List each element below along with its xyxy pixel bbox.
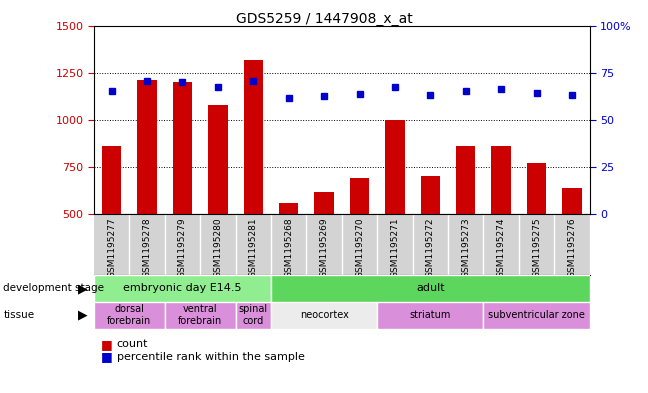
Bar: [491, 146, 511, 309]
Text: GSM1195275: GSM1195275: [532, 217, 541, 278]
Bar: [421, 176, 440, 309]
Bar: [94, 275, 271, 302]
Text: ventral
forebrain: ventral forebrain: [178, 305, 222, 326]
Bar: [236, 302, 271, 329]
Text: count: count: [117, 339, 148, 349]
Bar: [314, 191, 334, 309]
Text: ▶: ▶: [78, 282, 87, 295]
Bar: [562, 188, 582, 309]
Text: GSM1195270: GSM1195270: [355, 217, 364, 278]
Text: dorsal
forebrain: dorsal forebrain: [107, 305, 152, 326]
Text: GSM1195273: GSM1195273: [461, 217, 470, 278]
Bar: [137, 80, 157, 309]
Text: GSM1195278: GSM1195278: [143, 217, 152, 278]
Text: GSM1195279: GSM1195279: [178, 217, 187, 278]
Text: percentile rank within the sample: percentile rank within the sample: [117, 352, 305, 362]
Bar: [244, 59, 263, 309]
Bar: [271, 302, 377, 329]
Text: ■: ■: [100, 350, 112, 364]
Text: spinal
cord: spinal cord: [238, 305, 268, 326]
Text: ■: ■: [100, 338, 112, 351]
Text: embryonic day E14.5: embryonic day E14.5: [123, 283, 242, 294]
Bar: [385, 120, 404, 309]
Bar: [102, 146, 121, 309]
Bar: [94, 302, 165, 329]
Text: GSM1195274: GSM1195274: [496, 217, 505, 278]
Text: GSM1195281: GSM1195281: [249, 217, 258, 278]
Text: GSM1195271: GSM1195271: [391, 217, 399, 278]
Bar: [377, 302, 483, 329]
Bar: [271, 275, 590, 302]
Text: development stage: development stage: [3, 283, 104, 294]
Text: subventricular zone: subventricular zone: [488, 310, 585, 320]
Text: GSM1195272: GSM1195272: [426, 217, 435, 278]
Bar: [350, 178, 369, 309]
Text: neocortex: neocortex: [299, 310, 349, 320]
Bar: [456, 146, 476, 309]
Text: GSM1195280: GSM1195280: [213, 217, 222, 278]
Text: ▶: ▶: [78, 309, 87, 322]
Text: GSM1195268: GSM1195268: [284, 217, 293, 278]
Bar: [279, 203, 299, 309]
Text: GDS5259 / 1447908_x_at: GDS5259 / 1447908_x_at: [236, 12, 412, 26]
Text: adult: adult: [416, 283, 445, 294]
Bar: [173, 82, 192, 309]
Text: GSM1195276: GSM1195276: [568, 217, 577, 278]
Text: GSM1195269: GSM1195269: [319, 217, 329, 278]
Bar: [483, 302, 590, 329]
Bar: [165, 302, 236, 329]
Text: tissue: tissue: [3, 310, 34, 320]
Bar: [527, 163, 546, 309]
Bar: [208, 105, 227, 309]
Text: GSM1195277: GSM1195277: [107, 217, 116, 278]
Text: striatum: striatum: [410, 310, 451, 320]
